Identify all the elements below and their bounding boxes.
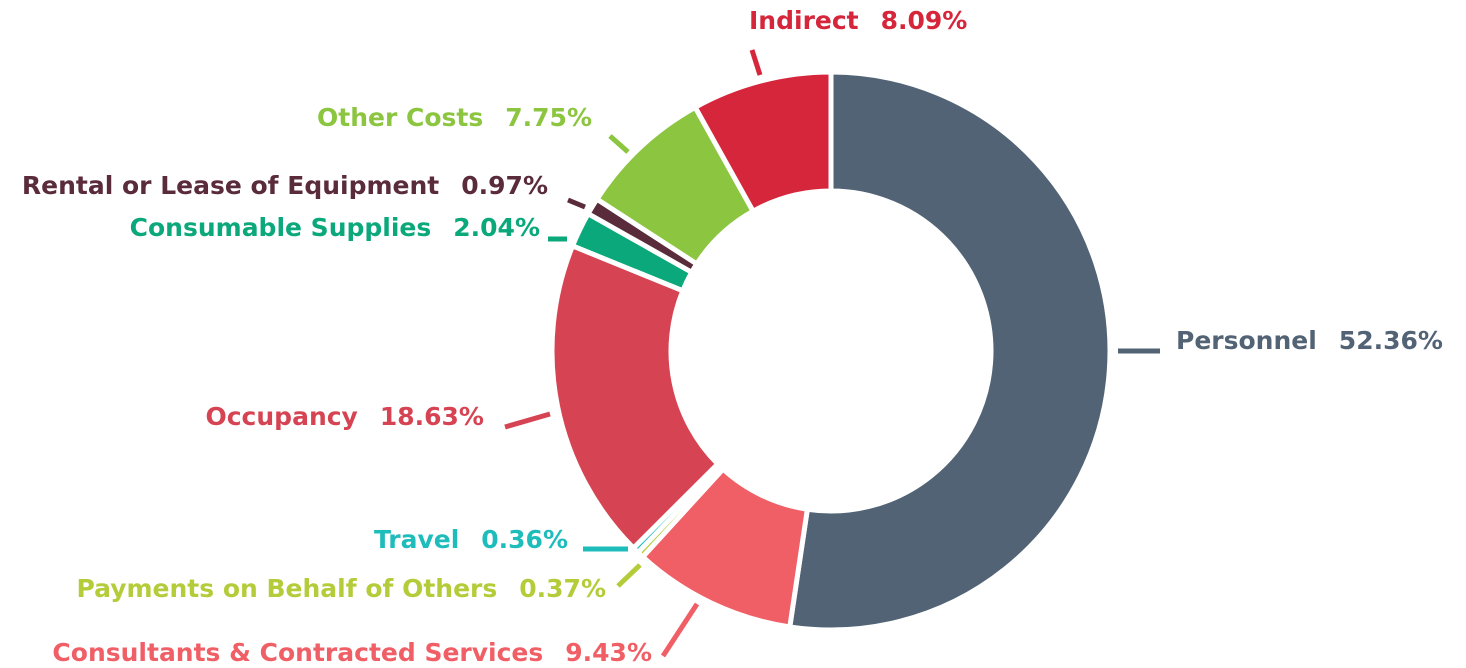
slice-label: Indirect: [749, 6, 859, 35]
value-label: 18.63%: [380, 402, 484, 431]
value-label: 2.04%: [453, 213, 540, 242]
slice: [692, 69, 834, 214]
slice-label: Personnel: [1176, 326, 1317, 355]
slice-label: Payments on Behalf of Others: [76, 574, 497, 603]
slice-label: Travel: [374, 525, 459, 554]
value-label: 52.36%: [1339, 326, 1443, 355]
slice: [787, 69, 1113, 633]
leader-line: [567, 197, 586, 210]
leader-line: [504, 411, 551, 430]
slice-label: Consumable Supplies: [130, 213, 432, 242]
value-label: 9.43%: [565, 638, 652, 667]
slice-label: Other Costs: [317, 103, 483, 132]
leader-line: [616, 563, 642, 588]
leader-line: [608, 134, 630, 154]
slice-label: Occupancy: [205, 402, 357, 431]
slice: [549, 243, 721, 551]
value-label: 0.36%: [481, 525, 568, 554]
value-label: 8.09%: [881, 6, 968, 35]
value-label: 7.75%: [505, 103, 592, 132]
leader-line: [660, 602, 700, 658]
leader-line: [749, 49, 763, 76]
slice-label: Consultants & Contracted Services: [52, 638, 543, 667]
slice-label: Rental or Lease of Equipment: [22, 171, 439, 200]
value-label: 0.97%: [461, 171, 548, 200]
value-label: 0.37%: [519, 574, 606, 603]
